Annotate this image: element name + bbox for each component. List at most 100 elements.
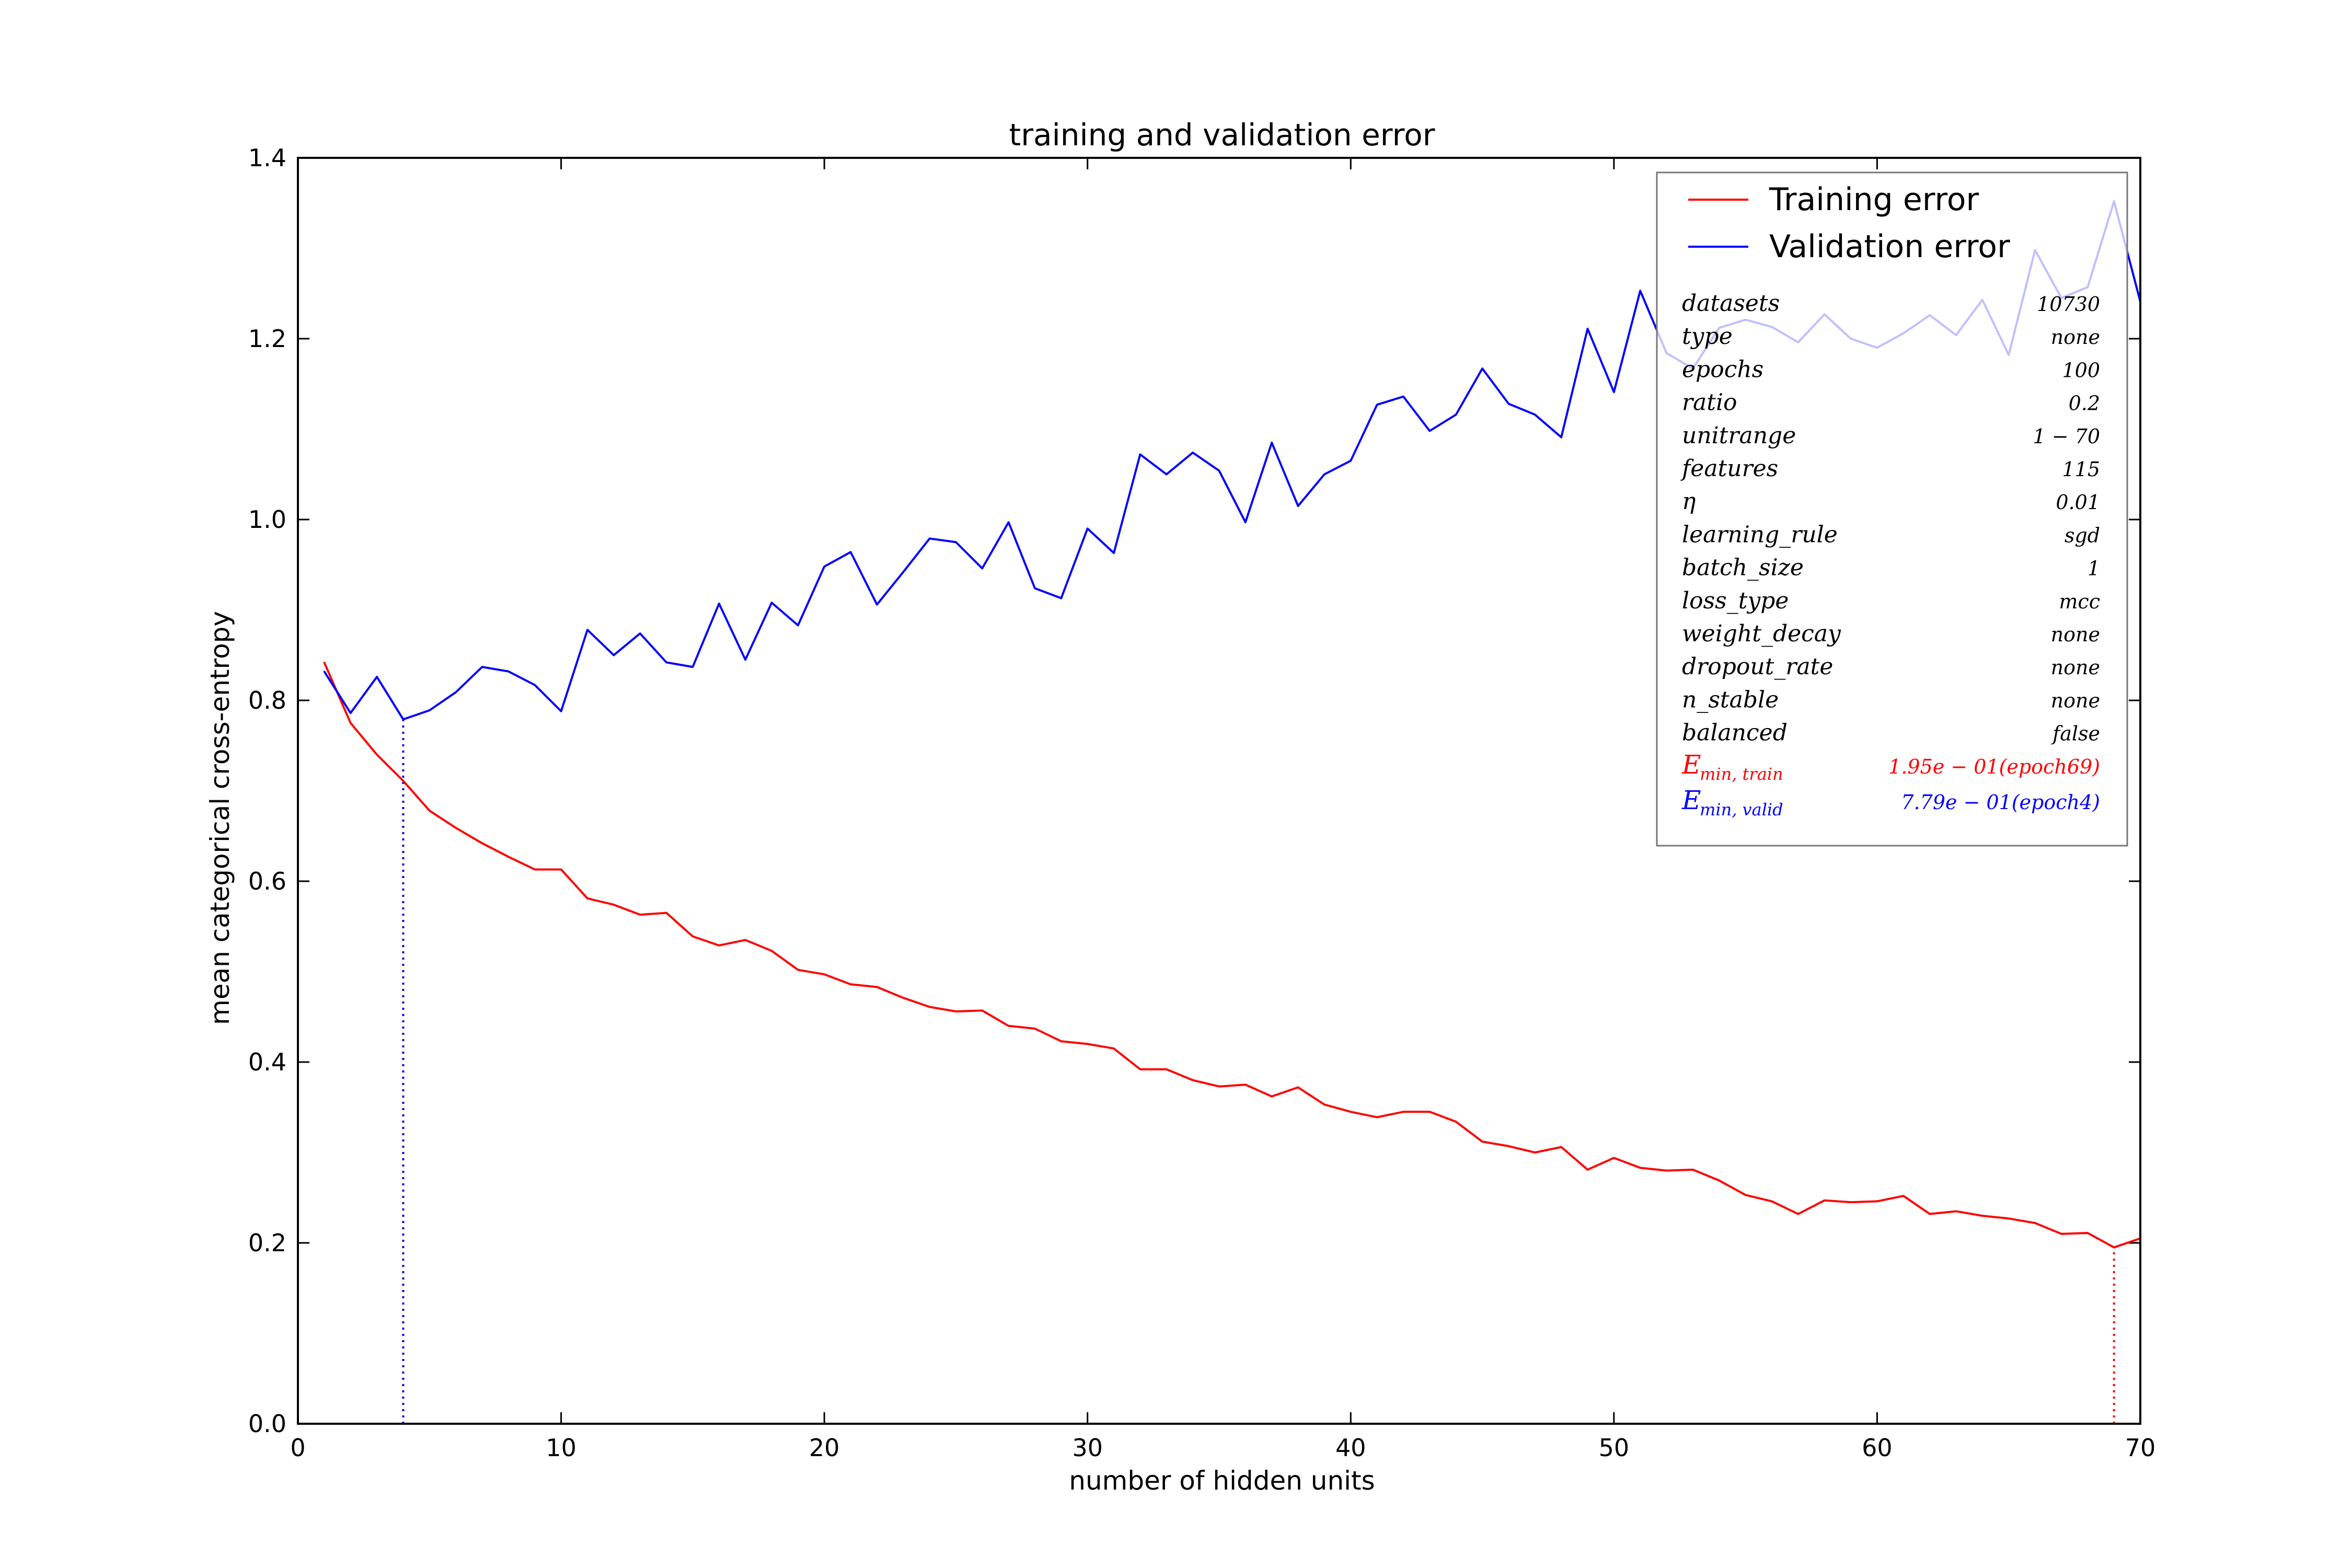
validation-point xyxy=(718,603,720,605)
training-point xyxy=(1428,1111,1431,1113)
validation-point xyxy=(376,676,378,678)
training-point xyxy=(2113,1247,2115,1249)
training-point xyxy=(1166,1068,1168,1070)
training-point xyxy=(1876,1200,1878,1202)
validation-point xyxy=(1613,391,1615,393)
x-tick-label: 10 xyxy=(546,1434,577,1462)
legend-info-value: 10730 xyxy=(2037,293,2100,316)
training-point xyxy=(770,950,773,952)
legend-info-key: unitrange xyxy=(1682,422,1796,449)
training-point xyxy=(1113,1047,1115,1050)
legend-info-value: none xyxy=(2051,656,2100,679)
training-point xyxy=(1824,1200,1826,1202)
validation-point xyxy=(1060,597,1062,599)
validation-point xyxy=(665,661,667,663)
training-point xyxy=(1850,1201,1852,1203)
validation-point xyxy=(455,691,457,693)
training-point xyxy=(1402,1111,1404,1113)
legend-info-key: datasets xyxy=(1682,290,1780,317)
validation-point xyxy=(1507,403,1509,405)
training-point xyxy=(2060,1233,2062,1235)
validation-point xyxy=(1139,453,1141,455)
validation-point xyxy=(929,537,931,539)
training-point xyxy=(823,973,825,975)
validation-point xyxy=(1034,587,1036,589)
training-point xyxy=(2008,1217,2010,1219)
legend-min-valid-key: E xyxy=(1681,785,1701,815)
training-point xyxy=(481,842,483,844)
legend-info-value: none xyxy=(2051,623,2100,646)
training-error-line xyxy=(323,662,2141,1249)
legend-info-key: features xyxy=(1680,455,1778,482)
legend-info-key: learning_rule xyxy=(1682,521,1838,548)
legend-info-key: n_stable xyxy=(1682,686,1779,713)
training-point xyxy=(744,939,746,941)
x-tick-label: 50 xyxy=(1599,1434,1630,1462)
validation-point xyxy=(955,541,957,543)
y-axis-label: mean categorical cross-entropy xyxy=(205,611,235,1025)
training-point xyxy=(1718,1180,1720,1182)
training-point xyxy=(1218,1086,1220,1088)
legend-min-train-key: E xyxy=(1681,750,1701,780)
training-point xyxy=(402,780,404,782)
training-point xyxy=(1639,1167,1641,1169)
y-tick-label: 1.2 xyxy=(248,325,286,353)
training-point xyxy=(1297,1086,1299,1088)
legend-info-key: loss_type xyxy=(1682,587,1789,614)
legend-info-value: none xyxy=(2051,689,2100,712)
training-point xyxy=(1771,1200,1773,1202)
training-point xyxy=(1244,1083,1247,1086)
validation-point xyxy=(1192,452,1194,454)
validation-point xyxy=(1297,505,1299,507)
training-point xyxy=(718,944,720,947)
validation-point xyxy=(508,671,510,673)
legend-info-value: false xyxy=(2051,722,2100,745)
training-point xyxy=(1271,1096,1273,1098)
validation-point xyxy=(876,604,878,606)
training-point xyxy=(534,869,536,871)
validation-point xyxy=(560,710,562,712)
y-tick-label: 0.4 xyxy=(248,1048,286,1076)
training-point xyxy=(586,897,589,900)
training-point xyxy=(1797,1213,1799,1215)
training-point xyxy=(429,810,431,812)
validation-point xyxy=(1534,413,1536,416)
training-point xyxy=(1981,1215,1984,1217)
validation-point xyxy=(797,624,799,626)
validation-point xyxy=(1560,436,1562,439)
training-point xyxy=(797,969,799,971)
legend-info-value: mcc xyxy=(2059,590,2100,613)
validation-point xyxy=(1639,290,1641,292)
legend-info-value: 0.2 xyxy=(2069,392,2100,415)
training-point xyxy=(2034,1222,2036,1224)
validation-point xyxy=(534,684,536,686)
legend-info-key: weight_decay xyxy=(1682,620,1841,647)
validation-point xyxy=(902,571,904,573)
validation-point xyxy=(350,712,352,714)
validation-point xyxy=(1376,403,1378,406)
training-point xyxy=(1481,1140,1483,1143)
legend-info-key: epochs xyxy=(1682,356,1763,383)
x-tick-label: 40 xyxy=(1335,1434,1366,1462)
training-point xyxy=(323,661,325,663)
legend-info-value: none xyxy=(2051,326,2100,349)
legend-min-valid-subscript: min, valid xyxy=(1700,800,1783,820)
training-point xyxy=(665,912,667,914)
legend-info-value: 1 − 70 xyxy=(2033,425,2100,448)
axes-frame xyxy=(297,157,2141,1425)
training-point xyxy=(1745,1194,1747,1196)
validation-point xyxy=(1218,470,1220,472)
legend-validation-label: Validation error xyxy=(1769,228,2010,265)
legend-info-value: 115 xyxy=(2062,458,2100,481)
y-tick-label: 0.0 xyxy=(248,1410,286,1438)
legend-info-value: sgd xyxy=(2065,524,2100,547)
legend-info-key: dropout_rate xyxy=(1682,653,1833,680)
validation-point xyxy=(1113,552,1115,554)
training-point xyxy=(508,856,510,858)
x-tick-label: 70 xyxy=(2125,1434,2156,1462)
validation-point xyxy=(1244,521,1247,523)
training-point xyxy=(1666,1170,1668,1172)
plot-area: 0 10 20 30 40 50 60 70 0.0 0.2 0.4 0.6 0.8 1.0 1.2 1.4 xyxy=(248,144,2155,1462)
